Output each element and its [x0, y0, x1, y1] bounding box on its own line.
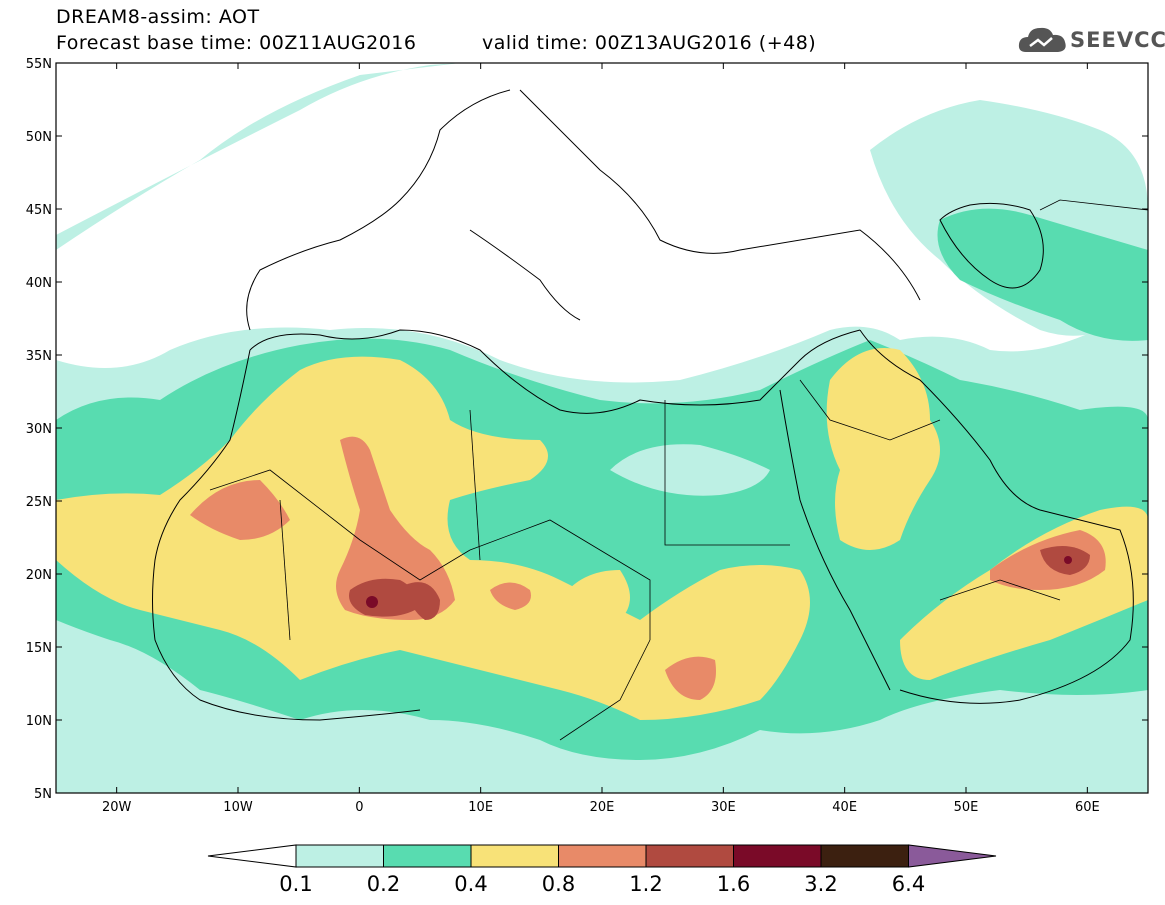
colorbar-box: [820, 844, 909, 868]
colorbar-box: [733, 844, 822, 868]
lon-label: 50E: [954, 800, 979, 815]
colorbar-under-triangle: [207, 844, 297, 868]
lat-label: 5N: [34, 787, 52, 802]
lat-label: 35N: [26, 349, 52, 364]
lat-label: 45N: [26, 203, 52, 218]
seevccc-logo: SEEVCCC: [1018, 24, 1165, 58]
model-title: DREAM8-assim: AOT: [56, 6, 260, 28]
colorbar-label: 1.2: [629, 872, 662, 896]
lon-label: 30E: [711, 800, 736, 815]
forecast-base-time: Forecast base time: 00Z11AUG2016: [56, 32, 417, 54]
colorbar-labels: 0.1 0.2 0.4 0.8 1.2 1.6 3.2 6.4: [279, 872, 925, 896]
lat-label: 25N: [26, 495, 52, 510]
valid-time: valid time: 00Z13AUG2016 (+48): [482, 32, 817, 54]
cloud-icon: [1018, 27, 1066, 52]
longitude-ticks: 20W 10W 0 10E 20E 30E 40E 50E 60E: [102, 63, 1100, 815]
lat-label: 55N: [26, 57, 52, 72]
lon-label: 10W: [223, 800, 253, 815]
colorbar-box: [470, 844, 559, 868]
aot-field: [56, 63, 1148, 793]
colorbar-label: 1.6: [717, 872, 750, 896]
lon-label: 10E: [468, 800, 493, 815]
colorbar-label: 0.1: [279, 872, 312, 896]
lon-label: 20E: [590, 800, 615, 815]
lat-label: 15N: [26, 641, 52, 656]
lat-label: 50N: [26, 130, 52, 145]
country-borders: [209, 199, 1148, 741]
lon-label: 0: [355, 800, 363, 815]
colorbar-label: 0.2: [367, 872, 400, 896]
colorbar-boxes: [207, 844, 997, 868]
lon-label: 20W: [102, 800, 132, 815]
lon-label: 60E: [1075, 800, 1100, 815]
colorbar-box: [558, 844, 647, 868]
colorbar-box: [295, 844, 384, 868]
lat-label: 40N: [26, 276, 52, 291]
lat-label: 10N: [26, 714, 52, 729]
lat-label: 20N: [26, 568, 52, 583]
colorbar-label: 6.4: [892, 872, 925, 896]
logo-text: SEEVCCC: [1070, 28, 1165, 52]
colorbar-label: 3.2: [804, 872, 837, 896]
colorbar-box: [645, 844, 734, 868]
coastlines: [152, 89, 1134, 721]
colorbar-box: [383, 844, 472, 868]
latitude-ticks: 55N 50N 45N 40N 35N 30N 25N 20N 15N 10N 5N: [26, 57, 1148, 802]
colorbar-label: 0.8: [542, 872, 575, 896]
lat-label: 30N: [26, 422, 52, 437]
lon-label: 40E: [832, 800, 857, 815]
colorbar-over-triangle: [908, 844, 997, 868]
colorbar-label: 0.4: [454, 872, 487, 896]
